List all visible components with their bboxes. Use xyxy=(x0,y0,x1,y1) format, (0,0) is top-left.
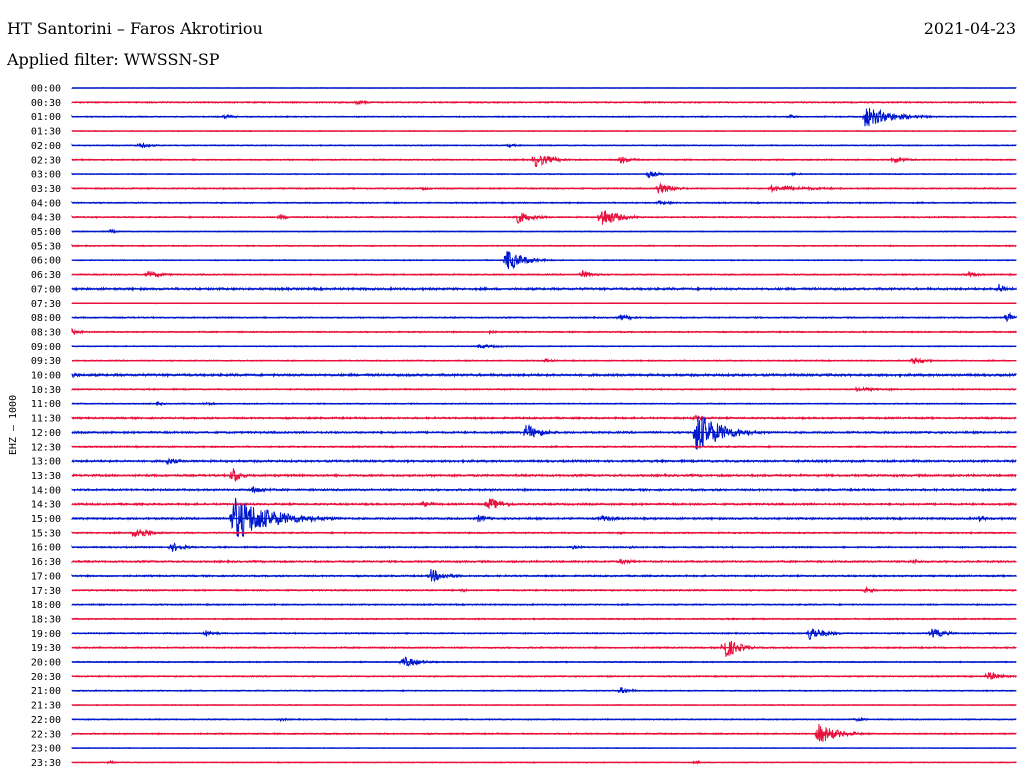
time-label: 12:30 xyxy=(31,442,61,453)
time-label: 04:00 xyxy=(31,198,61,209)
time-label: 10:00 xyxy=(31,371,61,382)
trace-lines xyxy=(71,87,1017,766)
trace-0230 xyxy=(71,155,1017,168)
time-label: 07:00 xyxy=(31,284,61,295)
time-label: 19:30 xyxy=(31,643,61,654)
time-label: 09:00 xyxy=(31,342,61,353)
time-label: 17:30 xyxy=(31,586,61,597)
time-label: 02:00 xyxy=(31,141,61,152)
time-label: 05:00 xyxy=(31,227,61,238)
trace-1200 xyxy=(71,416,1017,450)
time-label: 12:00 xyxy=(31,428,61,439)
time-label: 13:00 xyxy=(31,457,61,468)
time-label: 09:30 xyxy=(31,356,61,367)
time-label: 11:30 xyxy=(31,414,61,425)
time-label: 06:00 xyxy=(31,256,61,267)
time-label: 10:30 xyxy=(31,385,61,396)
filter-label: Applied filter: WWSSN-SP xyxy=(7,50,220,69)
time-label: 20:00 xyxy=(31,658,61,669)
time-label: 17:00 xyxy=(31,571,61,582)
time-label: 22:00 xyxy=(31,715,61,726)
time-label: 23:00 xyxy=(31,744,61,755)
time-label: 03:00 xyxy=(31,170,61,181)
time-label: 00:00 xyxy=(31,84,61,95)
time-label: 18:00 xyxy=(31,600,61,611)
time-axis-labels: 00:00 00:30 01:00 01:30 02:00 02:30 03:00 03:30… xyxy=(31,84,61,769)
time-label: 18:30 xyxy=(31,614,61,625)
time-label: 03:30 xyxy=(31,184,61,195)
trace-2230 xyxy=(71,723,1017,743)
time-label: 19:00 xyxy=(31,629,61,640)
time-label: 04:30 xyxy=(31,213,61,224)
trace-1330 xyxy=(71,468,1017,483)
time-label: 16:30 xyxy=(31,557,61,568)
time-label: 21:00 xyxy=(31,686,61,697)
time-label: 14:00 xyxy=(31,485,61,496)
time-label: 21:30 xyxy=(31,701,61,712)
trace-1900 xyxy=(71,628,1017,640)
station-title: HT Santorini – Faros Akrotiriou xyxy=(7,19,263,38)
trace-0700 xyxy=(71,283,1017,293)
trace-1930 xyxy=(71,640,1017,657)
time-label: 13:30 xyxy=(31,471,61,482)
time-label: 06:30 xyxy=(31,270,61,281)
time-label: 23:30 xyxy=(31,758,61,769)
time-label: 11:00 xyxy=(31,399,61,410)
time-label: 15:00 xyxy=(31,514,61,525)
time-label: 01:30 xyxy=(31,127,61,138)
time-label: 22:30 xyxy=(31,729,61,740)
time-label: 15:30 xyxy=(31,528,61,539)
time-label: 16:00 xyxy=(31,543,61,554)
date-label: 2021-04-23 xyxy=(923,19,1016,38)
time-label: 02:30 xyxy=(31,155,61,166)
time-label: 20:30 xyxy=(31,672,61,683)
time-label: 07:30 xyxy=(31,299,61,310)
time-label: 05:30 xyxy=(31,241,61,252)
time-label: 01:00 xyxy=(31,112,61,123)
time-label: 14:30 xyxy=(31,500,61,511)
channel-label: EHZ – 1000 xyxy=(8,395,19,455)
time-label: 00:30 xyxy=(31,98,61,109)
trace-1700 xyxy=(71,569,1017,583)
time-label: 08:30 xyxy=(31,327,61,338)
time-label: 08:00 xyxy=(31,313,61,324)
